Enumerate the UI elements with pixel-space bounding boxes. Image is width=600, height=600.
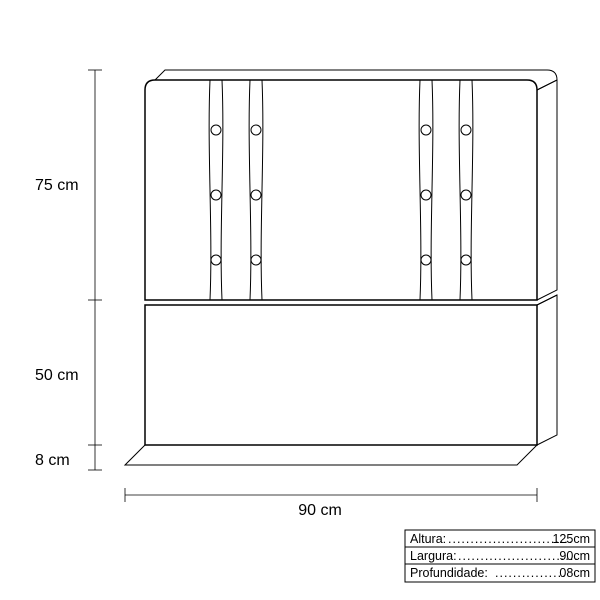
table-profundidade-value: 08cm <box>559 566 590 580</box>
pleat-right-2 <box>459 80 473 300</box>
pleat-right-1 <box>419 80 433 300</box>
info-table: Altura: ............................ 125… <box>405 530 595 582</box>
pleat-left-2 <box>249 80 263 300</box>
upper-panel-front <box>145 80 537 300</box>
pleat-left-1 <box>209 80 223 300</box>
lower-panel-top-edge <box>537 295 557 305</box>
label-height-upper: 75 cm <box>35 177 79 194</box>
label-height-lower: 50 cm <box>35 367 79 384</box>
base-front-edge <box>125 445 537 465</box>
table-largura-value: 90cm <box>559 549 590 563</box>
label-depth: 8 cm <box>35 452 70 469</box>
table-largura-label: Largura: <box>410 549 457 563</box>
lower-panel-side <box>537 295 557 445</box>
table-profundidade-label: Profundidade: <box>410 566 488 580</box>
table-altura-label: Altura: <box>410 532 446 546</box>
table-altura-value: 125cm <box>552 532 590 546</box>
lower-panel-front <box>145 305 537 445</box>
label-width: 90 cm <box>298 502 342 519</box>
svg-text:................: ................ <box>495 566 567 580</box>
upper-panel-side <box>537 80 557 300</box>
